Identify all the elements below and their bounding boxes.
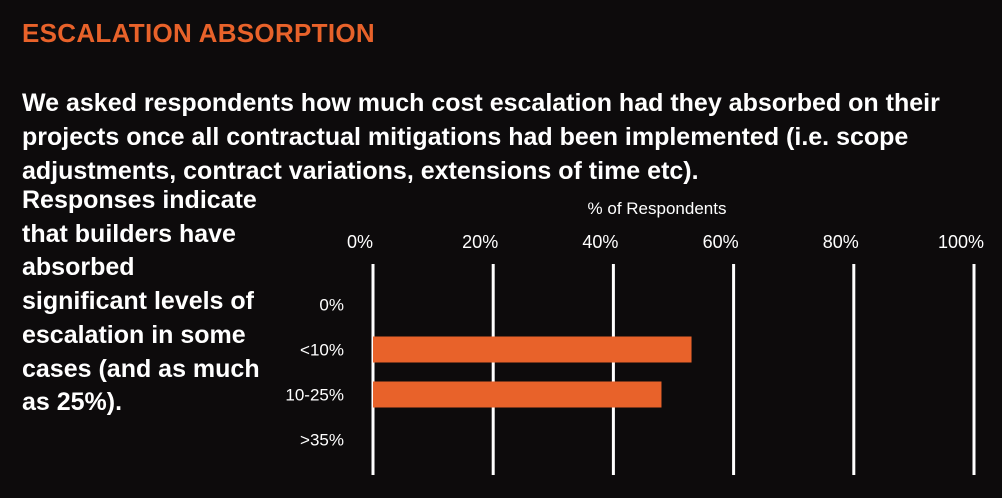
category-label: 0% <box>319 296 344 315</box>
category-labels: 0% <10% 10-25% >35% <box>285 296 344 450</box>
x-tick-labels: 0% 20% 40% 60% 80% 100% <box>347 232 984 252</box>
x-tick-label: 0% <box>347 232 373 252</box>
intro-paragraph: We asked respondents how much cost escal… <box>22 89 940 185</box>
x-tick-label: 60% <box>703 232 739 252</box>
bar <box>373 336 692 363</box>
category-label: 10-25% <box>285 386 344 405</box>
x-tick-label: 40% <box>582 232 618 252</box>
x-tick-label: 80% <box>823 232 859 252</box>
category-label: >35% <box>300 431 344 450</box>
bar <box>373 381 662 408</box>
x-axis-title: % of Respondents <box>588 199 727 218</box>
x-tick-label: 20% <box>462 232 498 252</box>
gridlines <box>371 264 976 475</box>
category-label: <10% <box>300 341 344 360</box>
side-summary: Responses indicate that builders have ab… <box>22 186 260 417</box>
x-tick-label: 100% <box>938 232 984 252</box>
page-heading: ESCALATION ABSORPTION <box>22 18 375 48</box>
bars <box>373 336 692 408</box>
